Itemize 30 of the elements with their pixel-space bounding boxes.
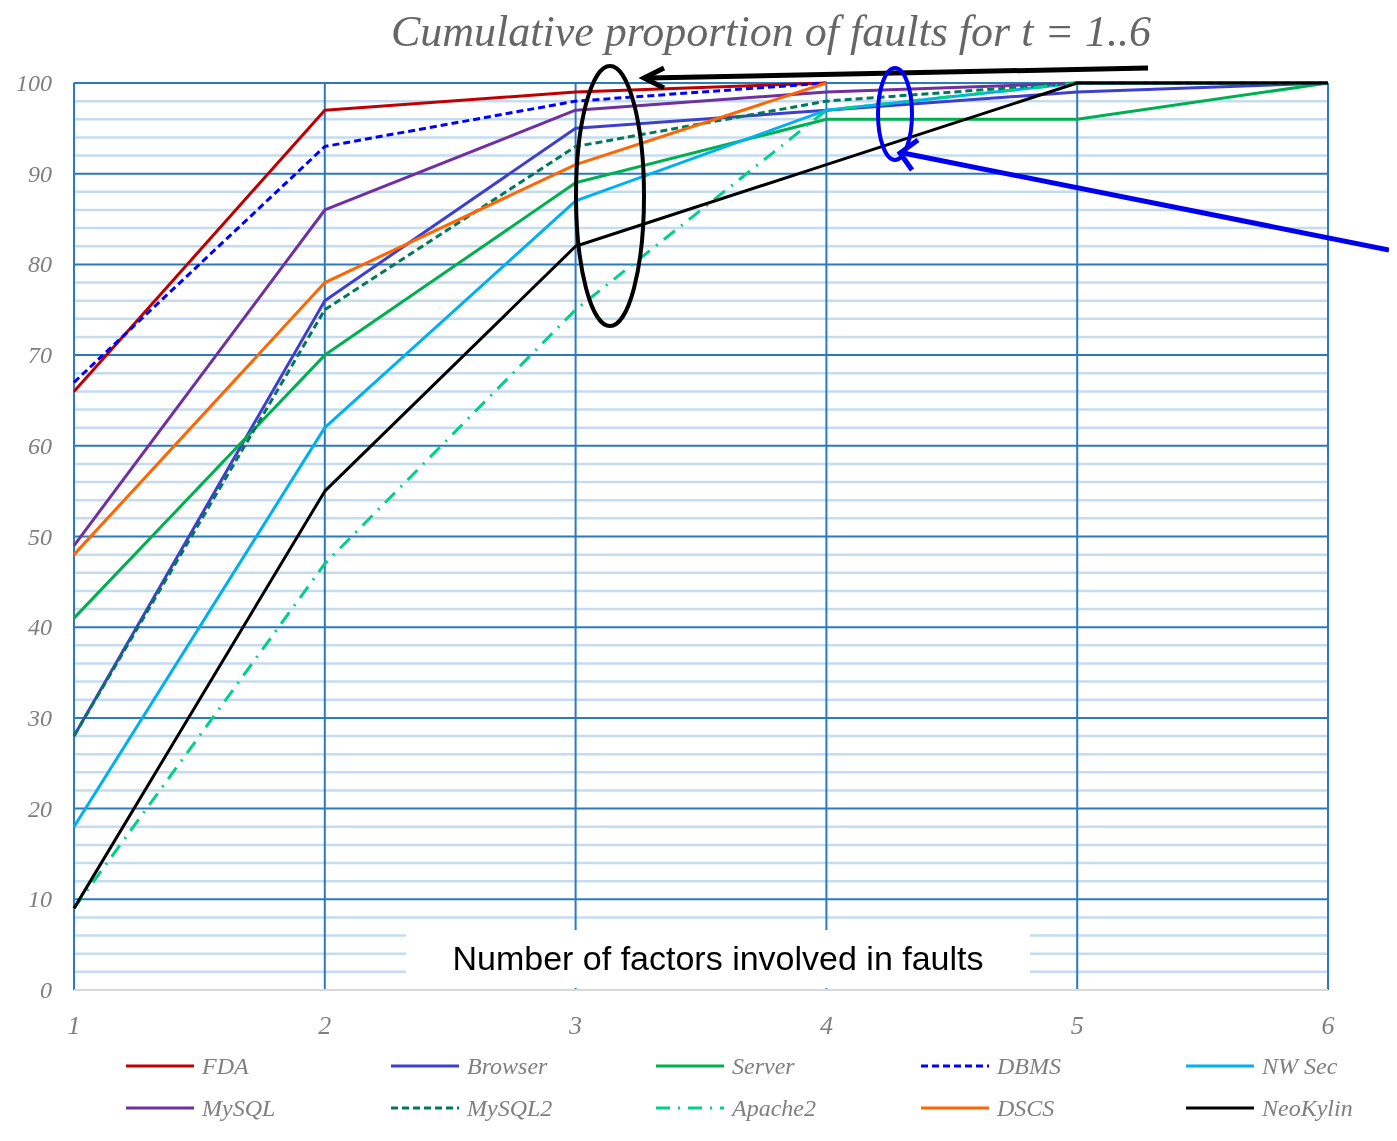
- y-tick-label: 20: [28, 795, 52, 822]
- legend-label: MySQL: [201, 1095, 276, 1121]
- x-tick-label: 2: [318, 1011, 332, 1040]
- legend-label: Browser: [467, 1053, 549, 1079]
- y-tick-label: 70: [28, 342, 52, 369]
- legend-label: NW Sec: [1261, 1053, 1338, 1079]
- y-tick-label: 90: [28, 160, 52, 187]
- legend-label: DSCS: [996, 1095, 1055, 1121]
- legend-label: Apache2: [730, 1095, 816, 1121]
- legend-label: MySQL2: [466, 1095, 553, 1121]
- y-tick-label: 10: [28, 886, 52, 913]
- y-tick-label: 80: [28, 251, 52, 278]
- line-series: [72, 81, 828, 557]
- x-tick-label: 1: [67, 1011, 81, 1040]
- legend-label: Server: [732, 1053, 796, 1079]
- x-tick-label: 3: [568, 1011, 583, 1040]
- x-axis-title: Number of factors involved in faults: [452, 939, 984, 977]
- legend-label: FDA: [201, 1053, 249, 1079]
- y-tick-label: 30: [27, 704, 52, 731]
- legend-label: DBMS: [996, 1053, 1061, 1079]
- y-tick-label: 40: [28, 614, 52, 641]
- chart-title: Cumulative proportion of faults for t = 1..6: [390, 7, 1152, 56]
- x-tick-label: 5: [1070, 1011, 1084, 1040]
- x-tick-label: 6: [1321, 1011, 1335, 1040]
- y-tick-label: 0: [40, 977, 52, 1003]
- legend-label: NeoKylin: [1261, 1095, 1353, 1121]
- y-tick-label: 60: [28, 432, 52, 459]
- y-tick-label: 100: [16, 70, 52, 96]
- y-tick-label: 50: [28, 523, 52, 550]
- x-tick-label: 4: [819, 1011, 833, 1040]
